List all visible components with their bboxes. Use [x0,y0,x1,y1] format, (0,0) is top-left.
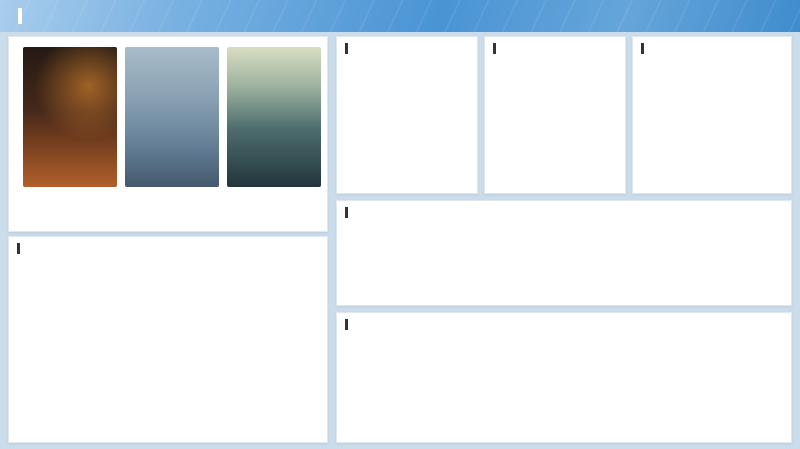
panel-title [633,37,791,56]
poster-wandering-earth [125,47,219,187]
rating-distribution-panel [336,36,478,194]
panel-title [485,37,625,56]
legend-dot-icon [17,191,23,197]
header-accent-bar [18,8,22,24]
poster-operation-red-sea [227,47,321,187]
comments-by-hour-panel [336,312,792,443]
wordcloud-canvas[interactable] [9,259,329,441]
panel-title-marker [641,43,644,54]
box-office-total [17,200,118,219]
rating-bar-chart[interactable] [345,57,473,175]
panel-title-marker [345,319,348,330]
panel-title-marker [17,243,20,254]
legend-item-top03[interactable] [220,191,321,219]
wordcloud-panel [8,236,328,443]
panel-title-marker [493,43,496,54]
panel-title [9,237,327,256]
poster-strip [23,47,321,187]
panel-title [337,37,477,56]
gender-sunburst-chart[interactable] [633,37,793,195]
box-office-total [118,200,219,219]
topic-distribution-panel [484,36,626,194]
panel-title-marker [345,207,348,218]
gender-sentiment-panel [632,36,792,194]
panel-title [337,201,791,220]
comments-over-time-panel [336,200,792,306]
legend-item-top01[interactable] [17,191,118,219]
panel-title-marker [345,43,348,54]
panel-title [337,313,791,332]
box-office-legend [17,191,321,219]
header [0,0,800,32]
legend-item-top02[interactable] [118,191,219,219]
legend-dot-icon [118,191,124,197]
legend-dot-icon [220,191,226,197]
poster-wolf-warrior-2 [23,47,117,187]
box-office-total [220,200,321,219]
topic-donut-chart[interactable] [485,53,627,195]
box-office-panel [8,36,328,232]
